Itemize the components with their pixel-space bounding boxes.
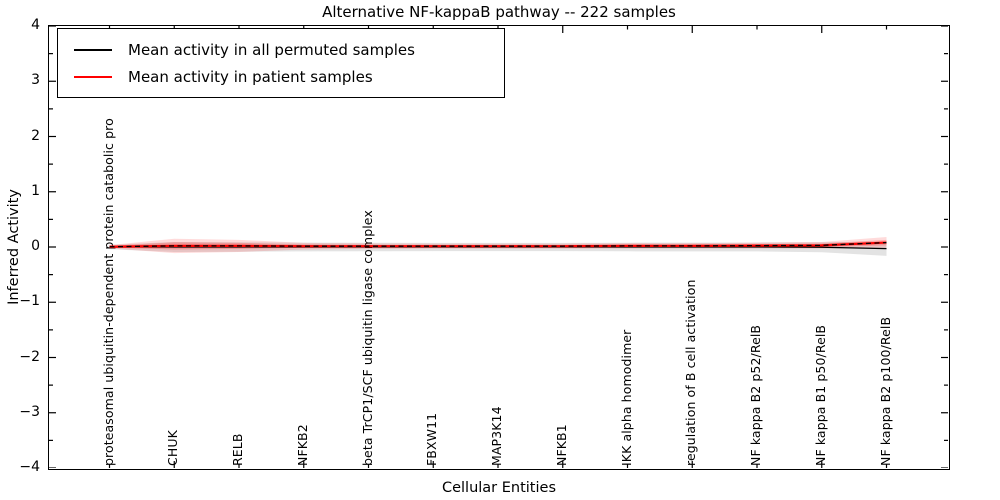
permuted-line-sample xyxy=(74,48,112,51)
legend-row-permuted: Mean activity in all permuted samples xyxy=(74,41,504,59)
x-entity-label: RELB xyxy=(230,433,245,466)
y-tick-label: 3 xyxy=(31,72,40,89)
x-entity-label: FBXW11 xyxy=(424,412,440,466)
x-axis-label: Cellular Entities xyxy=(441,480,557,496)
x-entity-label: beta TrCP1/SCF ubiquitin ligase complex xyxy=(359,210,375,466)
legend-label-patient: Mean activity in patient samples xyxy=(128,67,373,86)
patient-line-sample xyxy=(74,75,112,78)
x-entity-label: NFKB1 xyxy=(553,424,569,466)
x-entity-label: NF kappa B2 p100/RelB xyxy=(877,316,893,466)
y-tick-label: 0 xyxy=(31,238,40,254)
y-tick-label: −3 xyxy=(19,403,40,420)
legend-box: Mean activity in all permuted samples Me… xyxy=(57,28,505,98)
x-entity-label: NF kappa B1 p50/RelB xyxy=(812,324,828,466)
y-tick-label: 1 xyxy=(31,182,40,199)
y-tick-label: −4 xyxy=(19,459,40,475)
x-entity-label: proteasomal ubiquitin-dependent protein … xyxy=(100,118,116,466)
x-entity-label: NF kappa B2 p52/RelB xyxy=(748,324,763,466)
y-tick-label: 2 xyxy=(31,127,40,144)
x-entity-label: CHUK xyxy=(165,430,181,466)
legend-row-patient: Mean activity in patient samples xyxy=(74,68,504,86)
y-tick-label: −2 xyxy=(19,348,40,365)
x-entity-label: NFKB2 xyxy=(294,424,310,466)
chart-title: Alternative NF-kappaB pathway -- 222 sam… xyxy=(322,3,676,21)
x-entity-label: IKK alpha homodimer xyxy=(618,329,634,466)
y-tick-label: −1 xyxy=(19,293,40,310)
legend-label-permuted: Mean activity in all permuted samples xyxy=(128,40,415,59)
x-entity-label: MAP3K14 xyxy=(489,406,504,466)
x-entity-label: regulation of B cell activation xyxy=(683,279,699,466)
y-tick-label: 4 xyxy=(31,17,40,33)
